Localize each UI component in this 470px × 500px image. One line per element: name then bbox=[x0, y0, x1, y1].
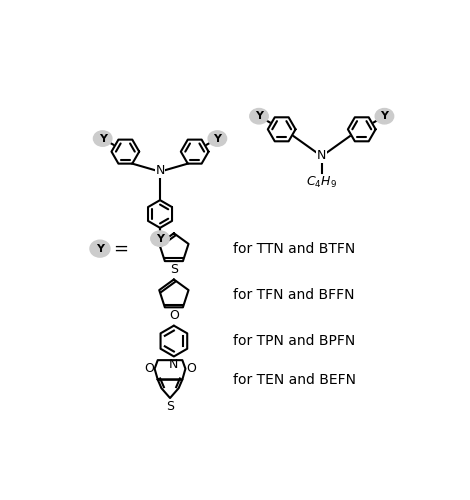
Text: $C_4H_9$: $C_4H_9$ bbox=[306, 174, 337, 190]
Ellipse shape bbox=[375, 108, 394, 124]
Ellipse shape bbox=[90, 240, 110, 257]
Text: for TFN and BFFN: for TFN and BFFN bbox=[233, 288, 355, 302]
Ellipse shape bbox=[208, 131, 227, 146]
Text: S: S bbox=[170, 262, 178, 276]
Ellipse shape bbox=[94, 131, 112, 146]
Ellipse shape bbox=[151, 231, 169, 246]
Text: Y: Y bbox=[213, 134, 221, 143]
Text: O: O bbox=[169, 309, 179, 322]
Text: Y: Y bbox=[96, 244, 104, 254]
Text: for TPN and BPFN: for TPN and BPFN bbox=[233, 334, 355, 348]
Text: N: N bbox=[317, 149, 326, 162]
Text: N: N bbox=[156, 164, 164, 177]
Text: Y: Y bbox=[99, 134, 107, 143]
Text: O: O bbox=[186, 362, 196, 376]
Text: N: N bbox=[169, 358, 179, 371]
Text: =: = bbox=[113, 240, 128, 258]
Text: Y: Y bbox=[156, 234, 164, 243]
Text: for TEN and BEFN: for TEN and BEFN bbox=[233, 372, 356, 386]
Text: S: S bbox=[166, 400, 174, 412]
Text: for TTN and BTFN: for TTN and BTFN bbox=[233, 242, 355, 256]
Ellipse shape bbox=[250, 108, 268, 124]
Text: O: O bbox=[144, 362, 154, 376]
Text: Y: Y bbox=[255, 111, 263, 121]
Text: Y: Y bbox=[380, 111, 388, 121]
